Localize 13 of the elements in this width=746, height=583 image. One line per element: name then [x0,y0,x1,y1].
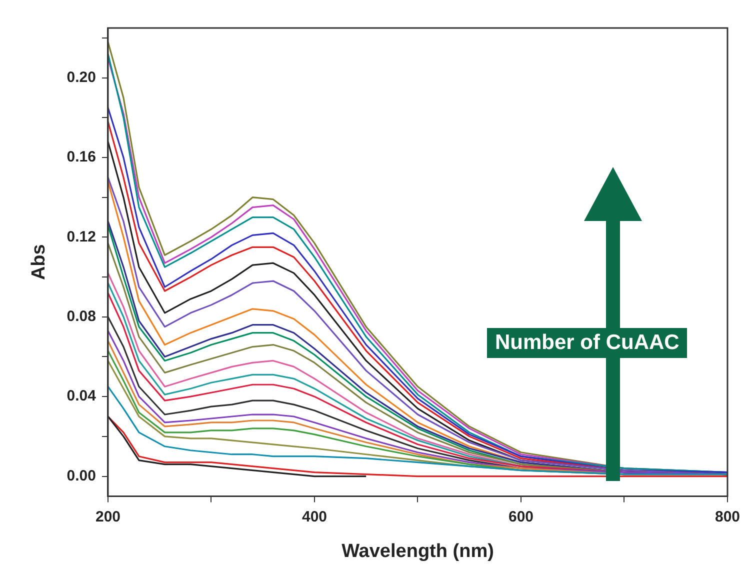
x-tick-label: 600 [508,508,534,526]
y-tick-label: 0.00 [66,467,96,484]
y-tick-label: 0.04 [66,388,97,405]
y-tick-label: 0.16 [66,148,96,166]
x-tick-label: 200 [95,508,121,526]
y-tick-label: 0.12 [66,228,96,246]
y-tick-label: 0.08 [66,308,96,326]
y-axis-title: Abs [28,244,50,280]
annotation: Number of CuAAC [487,328,688,358]
x-axis-title: Wavelength (nm) [342,540,494,562]
x-tick-label: 400 [302,508,328,526]
y-tick-label: 0.20 [66,68,96,86]
x-tick-label: 800 [714,508,740,526]
